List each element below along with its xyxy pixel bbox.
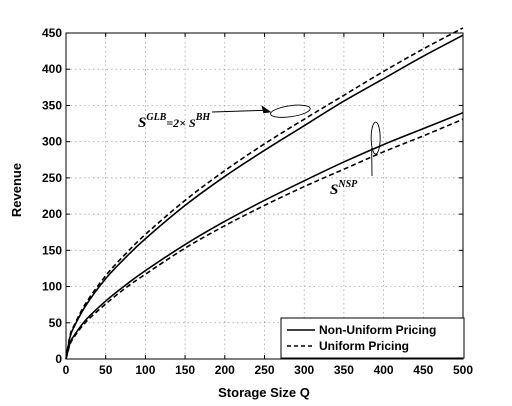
legend-label-non-uniform: Non-Uniform Pricing bbox=[319, 323, 436, 337]
x-tick-label: 200 bbox=[215, 363, 235, 377]
annotation-marks bbox=[211, 104, 381, 177]
x-tick-label: 400 bbox=[374, 363, 394, 377]
x-tick-label: 150 bbox=[175, 363, 195, 377]
x-tick-label: 300 bbox=[294, 363, 314, 377]
axis-ticks: 0 50 100 150 200 250 300 350 400 450 500 0 50 100 150 2… bbox=[42, 26, 473, 377]
series-line-glb-uniform bbox=[65, 27, 464, 360]
x-tick-label: 100 bbox=[135, 363, 155, 377]
glb-annotation: SGLB=2× SBH bbox=[138, 112, 211, 131]
glb-arrow-shaft bbox=[211, 109, 266, 113]
nsp-annotation: SNSP bbox=[330, 179, 358, 198]
y-tick-label: 350 bbox=[42, 98, 62, 112]
x-tick-label: 500 bbox=[453, 363, 473, 377]
y-tick-label: 200 bbox=[42, 207, 62, 221]
x-tick-label: 50 bbox=[99, 363, 113, 377]
y-tick-label: 150 bbox=[42, 243, 62, 257]
y-tick-label: 300 bbox=[42, 135, 62, 149]
nsp-annotation-text: SNSP bbox=[330, 179, 358, 198]
y-tick-label: 250 bbox=[42, 171, 62, 185]
y-axis-label: Revenue bbox=[9, 163, 24, 217]
x-tick-label: 250 bbox=[254, 363, 274, 377]
y-tick-label: 50 bbox=[49, 316, 63, 330]
series-line-nsp-uniform bbox=[65, 118, 464, 360]
x-tick-label: 350 bbox=[334, 363, 354, 377]
series-line-glb-non-uniform bbox=[65, 34, 464, 360]
nsp-ellipse bbox=[370, 121, 381, 155]
y-tick-label: 0 bbox=[55, 352, 62, 366]
y-tick-label: 100 bbox=[42, 280, 62, 294]
glb-annotation-text: SGLB=2× SBH bbox=[138, 112, 211, 131]
x-axis-label: Storage Size Q bbox=[218, 385, 310, 400]
y-tick-label: 400 bbox=[42, 62, 62, 76]
grid bbox=[66, 33, 463, 359]
x-tick-label: 450 bbox=[413, 363, 433, 377]
y-tick-label: 450 bbox=[42, 26, 62, 40]
x-tick-label: 0 bbox=[63, 363, 70, 377]
glb-ellipse bbox=[270, 104, 311, 118]
legend-box bbox=[280, 317, 465, 359]
legend-label-uniform: Uniform Pricing bbox=[319, 339, 409, 353]
legend: Non-Uniform Pricing Uniform Pricing bbox=[280, 317, 465, 359]
glb-arrow-head bbox=[261, 105, 272, 114]
